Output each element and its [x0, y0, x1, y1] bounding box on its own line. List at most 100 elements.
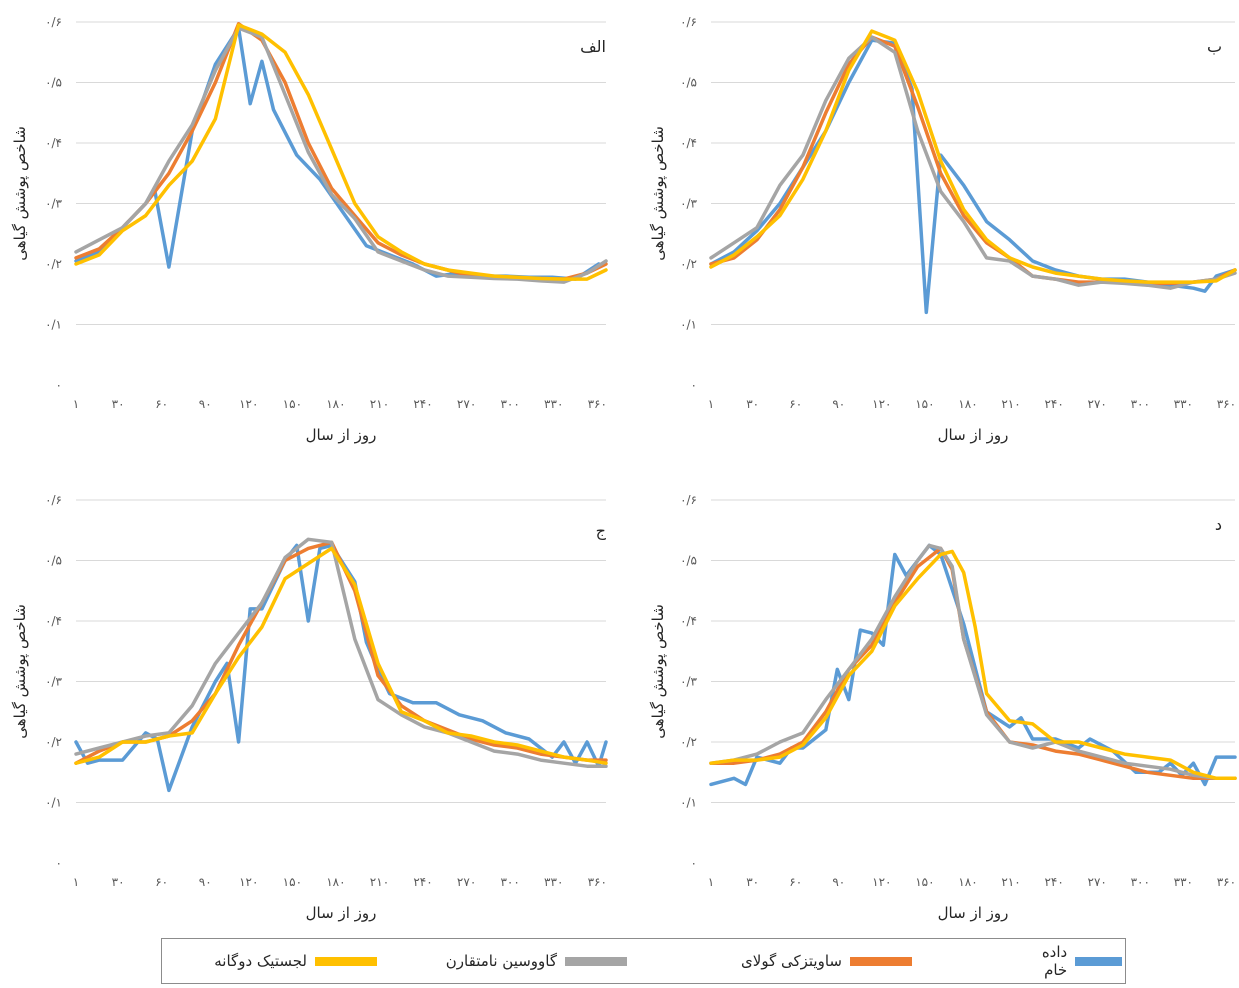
series-line-savitzky-golay: [709, 546, 1237, 781]
x-tick-label: ۳۳۰: [1174, 875, 1193, 889]
legend-label-savitzky-golay: ساویتزکی گولای: [741, 952, 842, 970]
legend-label-raw-data: داده خام: [1041, 943, 1068, 979]
x-tick-label: ۳۶۰: [1217, 397, 1236, 411]
x-tick-label: ۶۰: [155, 397, 168, 411]
series-line-asymmetric-gaussian: [74, 537, 608, 768]
y-tick-label: ۰/۱: [45, 796, 62, 810]
x-tick-label: ۹۰: [199, 397, 212, 411]
series-line-savitzky-golay: [709, 35, 1237, 286]
x-tick-label: ۶۰: [789, 397, 802, 411]
x-tick-label: ۱: [708, 397, 714, 411]
legend-label-asymmetric-gaussian: گاووسین نامتقارن: [445, 952, 557, 970]
y-tick-label: ۰/۴: [680, 136, 697, 150]
y-tick-label: ۰: [691, 378, 697, 392]
series-line-double-logistic: [709, 29, 1237, 284]
x-tick-label: ۲۱۰: [370, 397, 389, 411]
y-tick-label: ۰/۳: [680, 675, 697, 689]
legend-item-savitzky-golay: ساویتزکی گولای: [697, 939, 912, 983]
x-tick-label: ۲۴۰: [413, 397, 432, 411]
legend-swatch-asymmetric-gaussian: [565, 956, 627, 966]
y-tick-label: ۰/۶: [45, 15, 62, 29]
x-tick-label: ۲۴۰: [1044, 875, 1063, 889]
y-tick-label: ۰/۶: [680, 15, 697, 29]
y-tick-label: ۰/۲: [680, 257, 697, 271]
y-tick-label: ۰/۱: [680, 318, 697, 332]
x-tick-label: ۱۸۰: [326, 397, 345, 411]
x-tick-label: ۳۰۰: [500, 397, 519, 411]
legend-swatch-savitzky-golay: [850, 956, 912, 966]
y-tick-label: ۰/۴: [680, 614, 697, 628]
y-axis-title: شاخص پوشش گیاهی: [649, 604, 668, 739]
panel-label: د: [1215, 515, 1222, 534]
x-axis-title: روز از سال: [306, 904, 377, 922]
series-line-asymmetric-gaussian: [74, 26, 608, 284]
x-tick-label: ۳۰: [746, 875, 759, 889]
x-tick-label: ۹۰: [199, 875, 212, 889]
y-tick-label: ۰: [56, 378, 62, 392]
x-tick-label: ۱۲۰: [239, 397, 258, 411]
y-tick-label: ۰/۳: [45, 197, 62, 211]
x-tick-label: ۲۷۰: [1088, 397, 1107, 411]
legend-item-raw-data: داده خام: [1027, 939, 1122, 983]
x-tick-label: ۳۰۰: [1131, 397, 1150, 411]
y-tick-label: ۰/۳: [680, 197, 697, 211]
panel-be: ۰ ۰/۱ ۰/۲ ۰/۳ ۰/۴ ۰/۵ ۰/۶ ۱ ۳۰ ۶۰ ۹۰ ۱۲۰ ۱۵۰ ۱۸۰ ۲۱۰ ۲۴…: [649, 15, 1237, 444]
y-tick-label: ۰/۳: [45, 675, 62, 689]
panel-label: الف: [580, 37, 606, 56]
series-line-raw-data: [709, 38, 1237, 315]
panel-alef: ۰ ۰/۱ ۰/۲ ۰/۳ ۰/۴ ۰/۵ ۰/۶ ۱ ۳۰ ۶۰ ۹۰ ۱۲۰ ۱۵۰ ۱۸۰ ۲۱۰ ۲۴…: [11, 15, 608, 444]
legend: داده خام ساویتزکی گولای گاووسین نامتقارن…: [161, 938, 1126, 984]
x-tick-label: ۳۰: [112, 875, 125, 889]
x-tick-label: ۱۵۰: [283, 397, 302, 411]
x-axis-title: روز از سال: [938, 426, 1009, 444]
y-tick-label: ۰/۲: [45, 735, 62, 749]
y-tick-label: ۰/۶: [45, 493, 62, 507]
legend-label-double-logistic: لجستیک دوگانه: [214, 952, 307, 970]
series-line-raw-data: [74, 543, 608, 793]
series-line-double-logistic: [74, 23, 608, 281]
x-tick-label: ۹۰: [832, 875, 845, 889]
legend-swatch-raw-data: [1075, 956, 1122, 966]
x-tick-label: ۶۰: [155, 875, 168, 889]
x-tick-label: ۱۲۰: [239, 875, 258, 889]
x-tick-label: ۱: [73, 875, 79, 889]
x-tick-label: ۳۳۰: [544, 397, 563, 411]
x-tick-label: ۳۰: [746, 397, 759, 411]
x-tick-label: ۱۵۰: [915, 397, 934, 411]
x-tick-label: ۱۵۰: [915, 875, 934, 889]
x-tick-label: ۲۷۰: [457, 397, 476, 411]
y-tick-label: ۰/۴: [45, 614, 62, 628]
series-line-asymmetric-gaussian: [709, 543, 1237, 781]
x-tick-label: ۳۳۰: [1174, 397, 1193, 411]
y-tick-label: ۰/۵: [45, 554, 62, 568]
legend-item-asymmetric-gaussian: گاووسین نامتقارن: [417, 939, 627, 983]
y-axis-title: شاخص پوشش گیاهی: [11, 604, 30, 739]
x-tick-label: ۲۱۰: [1001, 875, 1020, 889]
x-tick-label: ۱۸۰: [958, 397, 977, 411]
series-line-double-logistic: [709, 549, 1237, 781]
x-tick-label: ۲۴۰: [413, 875, 432, 889]
x-axis-title: روز از سال: [938, 904, 1009, 922]
x-tick-label: ۳۶۰: [1217, 875, 1236, 889]
x-tick-label: ۲۷۰: [1088, 875, 1107, 889]
legend-item-double-logistic: لجستیک دوگانه: [187, 939, 377, 983]
x-tick-label: ۳۳۰: [544, 875, 563, 889]
y-tick-label: ۰: [56, 856, 62, 870]
x-tick-label: ۱۸۰: [958, 875, 977, 889]
series-line-double-logistic: [74, 546, 608, 765]
x-tick-label: ۳۶۰: [588, 397, 607, 411]
x-tick-label: ۲۱۰: [370, 875, 389, 889]
x-tick-label: ۱۲۰: [872, 397, 891, 411]
y-tick-label: ۰/۵: [45, 76, 62, 90]
x-tick-label: ۱۸۰: [326, 875, 345, 889]
y-tick-label: ۰/۲: [45, 257, 62, 271]
y-axis-title: شاخص پوشش گیاهی: [11, 126, 30, 261]
x-tick-label: ۶۰: [789, 875, 802, 889]
panel-dal: ۰ ۰/۱ ۰/۲ ۰/۳ ۰/۴ ۰/۵ ۰/۶ ۱ ۳۰ ۶۰ ۹۰ ۱۲۰ ۱۵۰ ۱۸۰ ۲۱۰ ۲۴…: [649, 493, 1237, 922]
series-line-asymmetric-gaussian: [709, 35, 1237, 290]
y-tick-label: ۰/۶: [680, 493, 697, 507]
x-tick-label: ۹۰: [832, 397, 845, 411]
y-tick-label: ۰/۵: [680, 554, 697, 568]
x-tick-label: ۳۰: [112, 397, 125, 411]
